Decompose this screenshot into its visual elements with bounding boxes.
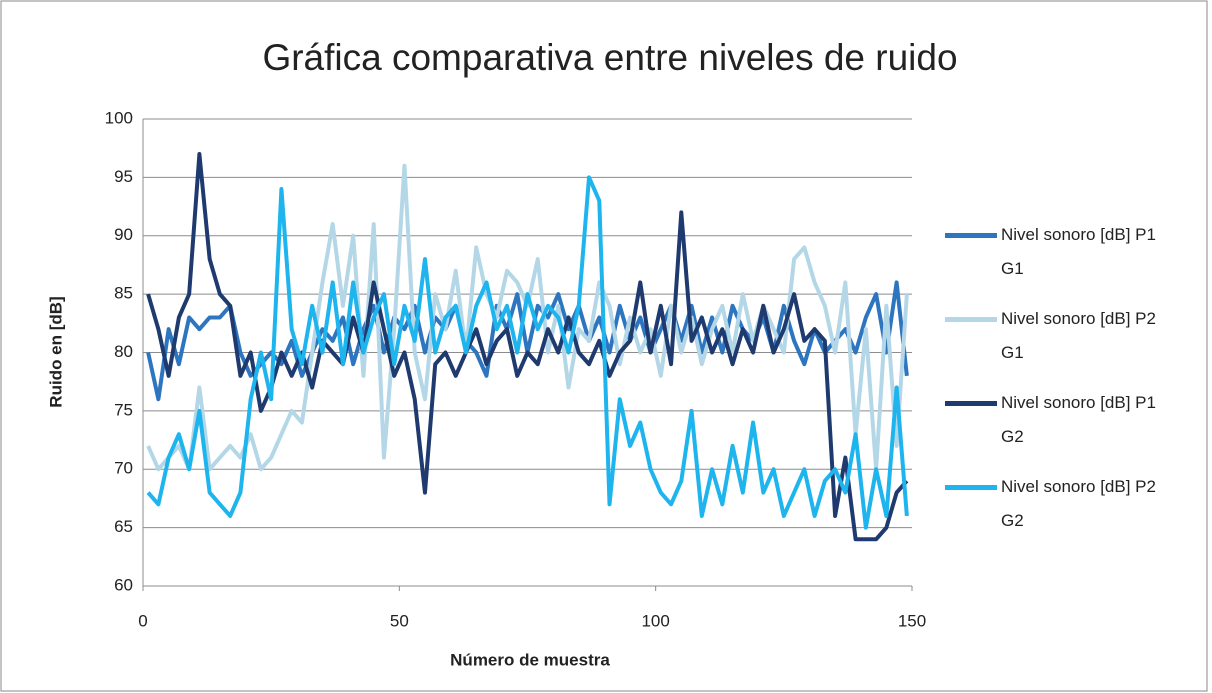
- series-line: [146, 175, 909, 530]
- series-line: [146, 163, 909, 472]
- legend-swatch: [945, 233, 997, 238]
- x-tick-label: 150: [898, 611, 926, 630]
- legend-label: Nivel sonoro [dB] P1 G1: [1001, 225, 1156, 278]
- y-axis-label: Ruido en [dB]: [46, 296, 65, 407]
- x-tick-label: 100: [641, 611, 669, 630]
- y-tick-label: 90: [114, 225, 133, 244]
- legend-label: Nivel sonoro [dB] P1 G2: [1001, 393, 1156, 446]
- x-axis-label: Número de muestra: [450, 650, 610, 669]
- y-tick-label: 75: [114, 400, 133, 419]
- legend-label: Nivel sonoro [dB] P2 G1: [1001, 309, 1156, 362]
- legend-swatch: [945, 401, 997, 406]
- chart-title: Gráfica comparativa entre niveles de rui…: [262, 37, 957, 78]
- y-tick-label: 80: [114, 342, 133, 361]
- y-tick-label: 65: [114, 517, 133, 536]
- y-tick-label: 70: [114, 459, 133, 478]
- legend-swatch: [945, 317, 997, 322]
- series-line: [146, 152, 909, 542]
- legend-label: Nivel sonoro [dB] P2 G2: [1001, 477, 1156, 530]
- legend-swatch: [945, 485, 997, 490]
- x-tick-label: 50: [390, 611, 409, 630]
- y-tick-label: 60: [114, 575, 133, 594]
- x-tick-label: 0: [138, 611, 147, 630]
- y-tick-label: 100: [105, 108, 133, 127]
- y-tick-label: 95: [114, 167, 133, 186]
- y-tick-label: 85: [114, 284, 133, 303]
